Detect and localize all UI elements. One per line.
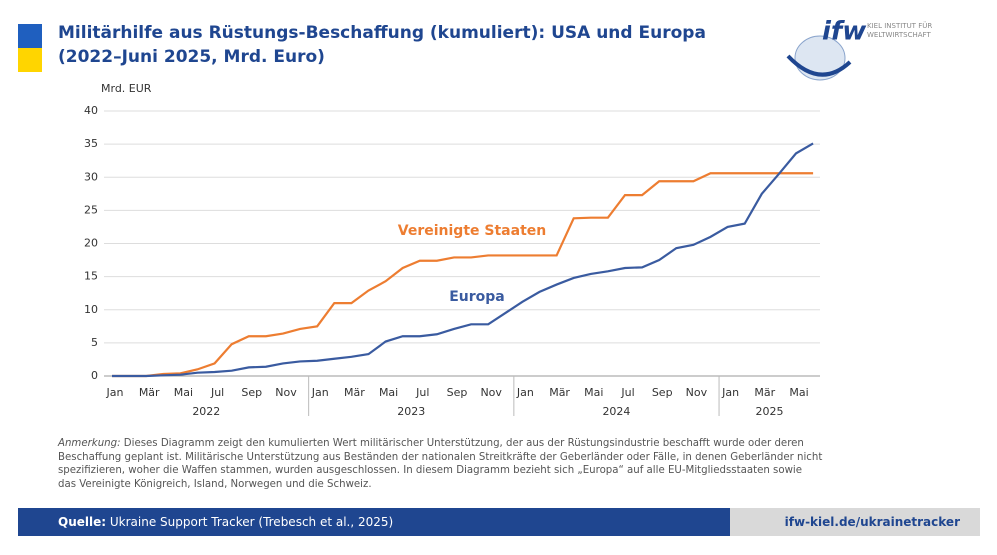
y-tick-label: 5 <box>91 336 98 349</box>
x-tick-label: Mär <box>549 386 570 399</box>
year-label: 2024 <box>602 405 630 418</box>
x-tick-label: Jul <box>620 386 634 399</box>
note: Anmerkung: Dieses Diagramm zeigt den kum… <box>58 437 822 491</box>
y-tick-label: 35 <box>84 137 98 150</box>
x-tick-label: Jul <box>210 386 224 399</box>
year-label: 2023 <box>397 405 425 418</box>
y-tick-label: 10 <box>84 303 98 316</box>
series-label: Europa <box>449 289 505 305</box>
x-tick-label: Jan <box>106 386 124 399</box>
source-label: Quelle: <box>58 515 107 529</box>
y-tick-label: 30 <box>84 170 98 183</box>
flag-yellow <box>18 48 42 72</box>
x-tick-label: Mai <box>379 386 398 399</box>
x-tick-label: Mär <box>344 386 365 399</box>
x-tick-label: Nov <box>480 386 502 399</box>
y-tick-label: 0 <box>91 369 98 382</box>
x-tick-label: Sep <box>652 386 673 399</box>
flag-blue <box>18 24 42 48</box>
x-tick-label: Sep <box>447 386 468 399</box>
x-tick-label: Mai <box>789 386 808 399</box>
y-axis-label: Mrd. EUR <box>101 82 152 95</box>
x-tick-label: Mai <box>584 386 603 399</box>
line <box>112 142 814 378</box>
logo-word: ifw <box>822 17 867 47</box>
y-tick-label: 40 <box>84 104 98 117</box>
x-tick-label: Jan <box>721 386 739 399</box>
x-tick-label: Mär <box>139 386 160 399</box>
x-tick-label: Jan <box>516 386 534 399</box>
url[interactable]: ifw-kiel.de/ukrainetracker <box>784 515 960 529</box>
note-line: das Vereinigte Königreich, Island, Norwe… <box>58 478 372 490</box>
title: Militärhilfe aus Rüstungs-Beschaffung (k… <box>58 23 706 43</box>
note-line: Dieses Diagramm zeigt den kumulierten We… <box>120 438 804 449</box>
source: Quelle: Ukraine Support Tracker (Trebesc… <box>58 515 393 529</box>
title: (2022–Juni 2025, Mrd. Euro) <box>58 47 325 67</box>
footer-bar-gray <box>730 508 980 536</box>
x-tick-label: Nov <box>275 386 297 399</box>
logo-text: KIEL INSTITUT FÜR <box>867 21 932 30</box>
year-label: 2022 <box>192 405 220 418</box>
x-tick-label: Jan <box>311 386 329 399</box>
x-tick-label: Mär <box>754 386 775 399</box>
x-tick-label: Mai <box>174 386 193 399</box>
year-label: 2025 <box>756 405 784 418</box>
note-line: spezifizieren, woher die Waffen stammen,… <box>58 465 803 476</box>
x-tick-label: Jul <box>415 386 429 399</box>
logo-text: WELTWIRTSCHAFT <box>867 31 931 39</box>
logo-swoosh <box>786 54 852 77</box>
x-tick-label: Sep <box>241 386 262 399</box>
source-text: Ukraine Support Tracker (Trebesch et al.… <box>109 515 394 529</box>
y-tick-label: 15 <box>84 270 98 283</box>
line <box>112 172 814 378</box>
y-tick-label: 25 <box>84 203 98 216</box>
x-tick-label: Nov <box>686 386 708 399</box>
series-label: Vereinigte Staaten <box>398 223 546 239</box>
footer-bar <box>18 508 730 536</box>
note-label: Anmerkung: <box>58 438 121 449</box>
y-tick-label: 20 <box>84 237 98 250</box>
note-line: Beschaffung geplant ist. Militärische Un… <box>58 451 823 463</box>
logo: ifw KIEL INSTITUT FÜR WELTWIRTSCHAFT <box>786 17 932 81</box>
